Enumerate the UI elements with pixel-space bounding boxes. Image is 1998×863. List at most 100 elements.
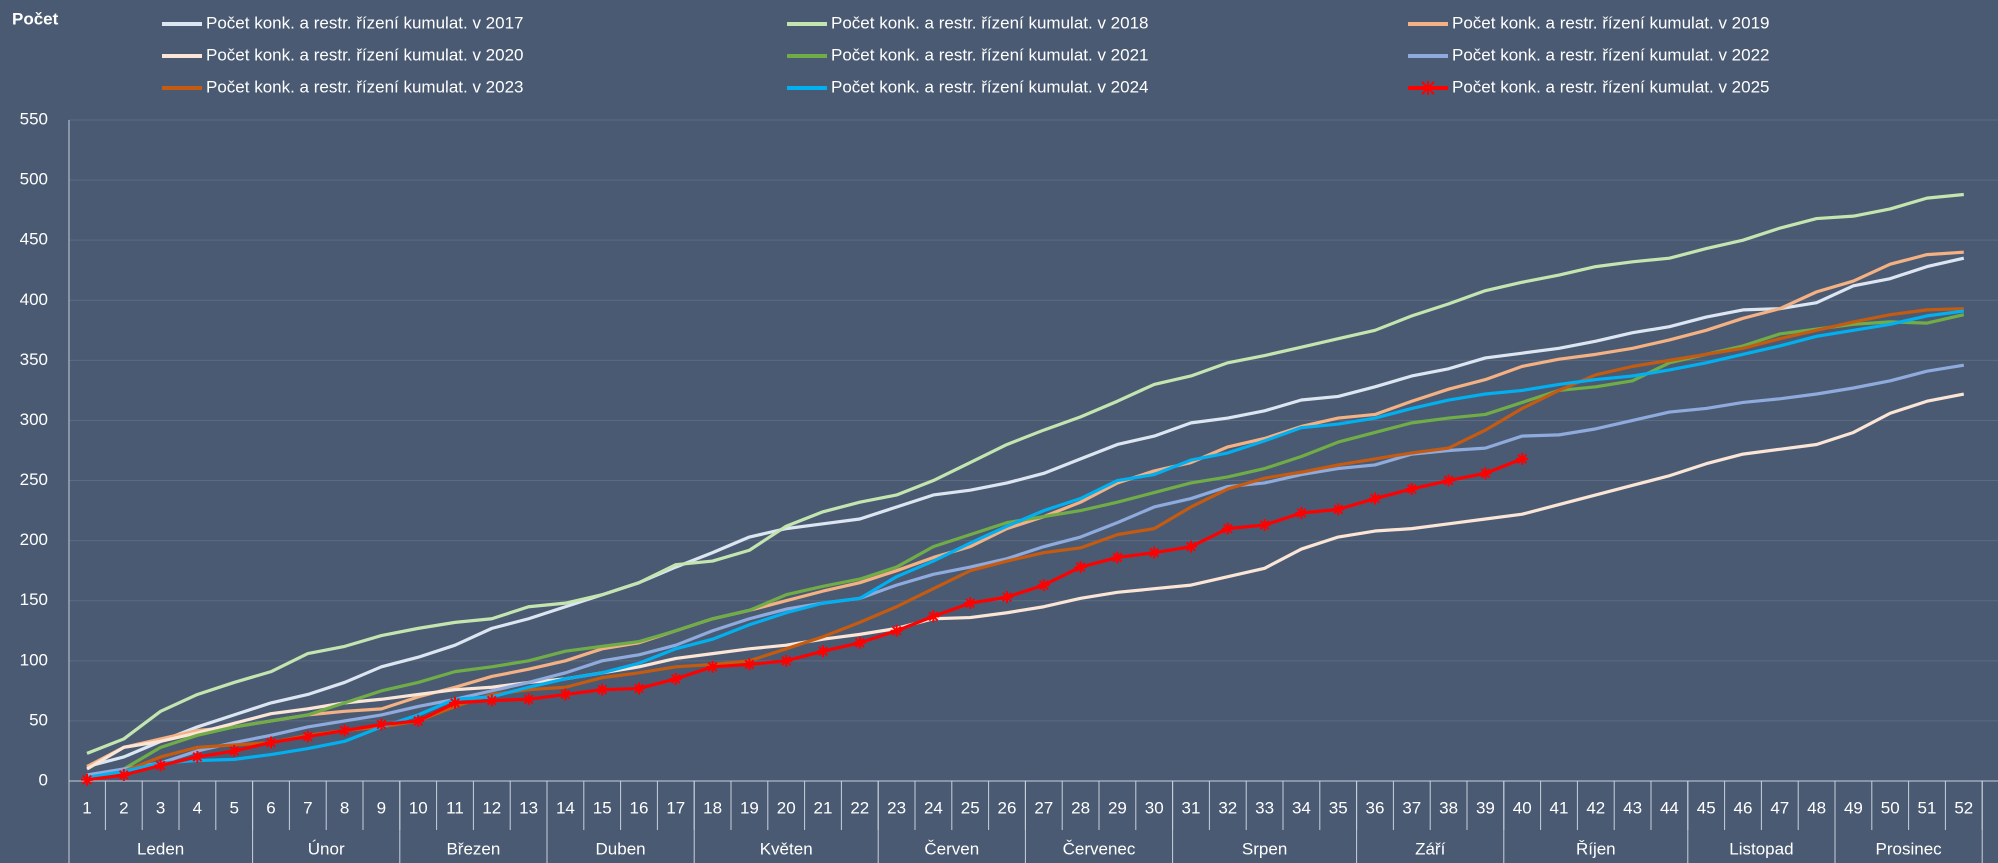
x-tick-label: 26	[998, 798, 1017, 817]
y-tick-label: 300	[20, 410, 48, 429]
x-tick-label: 35	[1329, 798, 1348, 817]
legend-label: Počet konk. a restr. řízení kumulat. v 2…	[831, 13, 1149, 32]
series-line	[86, 250, 1964, 768]
x-tick-label: 17	[666, 798, 685, 817]
month-label: Květen	[760, 839, 813, 858]
y-tick-label: 150	[20, 590, 48, 609]
x-tick-label: 12	[482, 798, 501, 817]
x-tick-label: 34	[1292, 798, 1311, 817]
x-tick-label: 18	[703, 798, 722, 817]
month-label: Září	[1415, 839, 1446, 858]
legend-label: Počet konk. a restr. řízení kumulat. v 2…	[206, 45, 524, 64]
star-marker	[301, 730, 314, 743]
star-marker	[375, 718, 388, 731]
series-line	[86, 192, 1964, 755]
x-tick-label: 40	[1513, 798, 1532, 817]
series-line	[86, 363, 1965, 777]
month-label: Srpen	[1242, 839, 1287, 858]
legend-label: Počet konk. a restr. řízení kumulat. v 2…	[206, 77, 524, 96]
x-tick-label: 23	[887, 798, 906, 817]
x-tick-label: 30	[1145, 798, 1164, 817]
x-tick-label: 13	[519, 798, 538, 817]
star-marker	[559, 688, 572, 701]
star-marker	[228, 744, 241, 757]
x-tick-label: 14	[556, 798, 575, 817]
legend-label: Počet konk. a restr. řízení kumulat. v 2…	[831, 77, 1149, 96]
month-label: Červenec	[1063, 839, 1136, 858]
x-tick-label: 46	[1734, 798, 1753, 817]
month-label: Leden	[137, 839, 184, 858]
x-tick-label: 44	[1660, 798, 1679, 817]
month-label: Duben	[596, 839, 646, 858]
star-marker	[890, 624, 903, 637]
x-tick-label: 39	[1476, 798, 1495, 817]
star-marker	[1001, 591, 1013, 604]
x-tick-label: 11	[446, 798, 464, 817]
x-tick-label: 6	[266, 798, 275, 817]
y-tick-label: 250	[20, 470, 48, 489]
month-label: Únor	[308, 839, 345, 858]
star-marker	[1332, 503, 1345, 516]
x-tick-label: 37	[1402, 798, 1421, 817]
star-marker	[1111, 551, 1124, 564]
x-tick-label: 8	[340, 798, 349, 817]
star-marker	[853, 636, 866, 649]
x-tick-label: 36	[1366, 798, 1385, 817]
month-label: Prosinec	[1876, 839, 1943, 858]
y-tick-label: 400	[20, 290, 48, 309]
x-tick-label: 51	[1918, 798, 1937, 817]
x-tick-label: 1	[82, 798, 91, 817]
star-marker	[485, 694, 498, 707]
x-tick-label: 4	[193, 798, 202, 817]
legend-label: Počet konk. a restr. řízení kumulat. v 2…	[1452, 13, 1770, 32]
star-marker	[1074, 561, 1087, 574]
x-tick-label: 24	[924, 798, 943, 817]
x-tick-label: 41	[1550, 798, 1569, 817]
y-tick-label: 200	[20, 530, 48, 549]
legend-label: Počet konk. a restr. řízení kumulat. v 2…	[1452, 45, 1770, 64]
month-label: Červen	[924, 839, 979, 858]
legend-star	[1421, 81, 1435, 95]
star-marker	[1369, 492, 1381, 505]
star-marker	[964, 597, 977, 610]
month-label: Říjen	[1576, 839, 1616, 858]
x-tick-label: 16	[630, 798, 649, 817]
y-tick-label: 350	[20, 350, 48, 369]
star-marker	[265, 736, 277, 749]
star-marker	[81, 773, 93, 786]
star-marker	[191, 750, 204, 763]
x-tick-label: 22	[850, 798, 869, 817]
star-marker	[154, 759, 167, 772]
x-tick-label: 31	[1182, 798, 1201, 817]
star-marker	[1479, 467, 1492, 480]
legend-label: Počet konk. a restr. řízení kumulat. v 2…	[206, 13, 524, 32]
star-marker	[927, 610, 940, 623]
star-marker	[817, 645, 829, 658]
x-tick-label: 38	[1439, 798, 1458, 817]
x-tick-label: 47	[1770, 798, 1789, 817]
star-marker	[706, 660, 719, 673]
x-tick-label: 15	[593, 798, 612, 817]
legend-label: Počet konk. a restr. řízení kumulat. v 2…	[1452, 77, 1770, 96]
star-marker	[1295, 506, 1308, 519]
legend-label: Počet konk. a restr. řízení kumulat. v 2…	[831, 45, 1149, 64]
series-line	[86, 392, 1965, 771]
star-marker	[669, 672, 682, 685]
series-line	[86, 309, 1965, 779]
y-tick-label: 550	[20, 109, 48, 128]
x-tick-label: 19	[740, 798, 759, 817]
x-tick-label: 3	[156, 798, 165, 817]
y-tick-label: 50	[29, 710, 48, 729]
series-line	[86, 256, 1965, 769]
star-marker	[743, 658, 756, 671]
star-marker	[1516, 452, 1529, 465]
x-tick-label: 25	[961, 798, 980, 817]
x-tick-label: 20	[777, 798, 796, 817]
chart-title: Počet	[12, 9, 59, 28]
x-tick-label: 33	[1255, 798, 1274, 817]
star-marker	[1442, 474, 1455, 487]
x-tick-label: 45	[1697, 798, 1716, 817]
x-tick-label: 2	[119, 798, 128, 817]
